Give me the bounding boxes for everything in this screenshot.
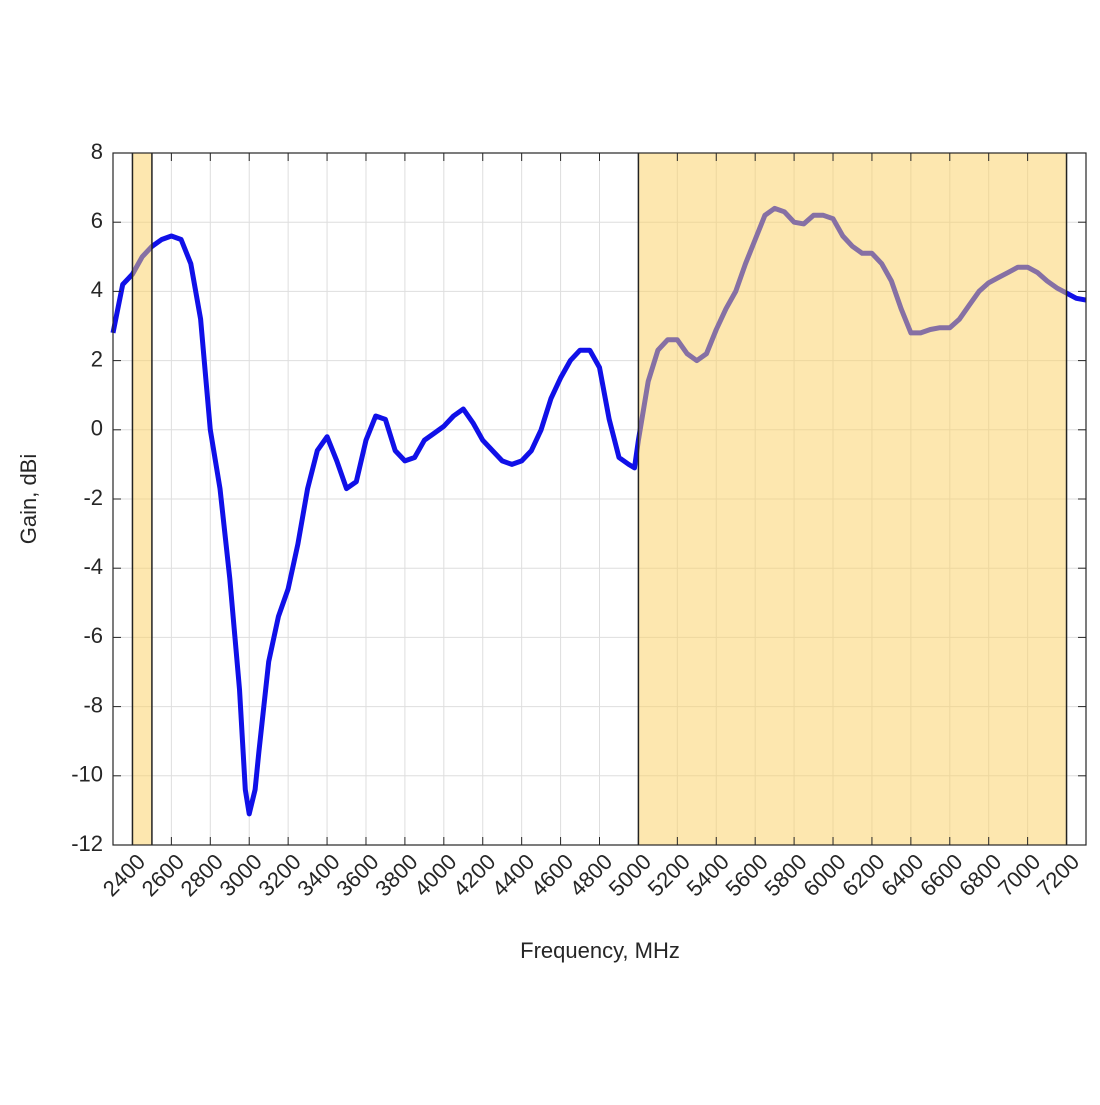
band <box>132 153 152 845</box>
x-tick-label: 5000 <box>604 849 656 901</box>
y-tick-label: -8 <box>83 692 103 717</box>
x-tick-label: 5400 <box>682 849 734 901</box>
x-tick-label: 4600 <box>526 849 578 901</box>
x-tick-label: 6600 <box>915 849 967 901</box>
y-tick-label: -4 <box>83 554 103 579</box>
x-tick-label: 3400 <box>292 849 344 901</box>
y-tick-label: 4 <box>91 277 103 302</box>
x-tick-label: 3800 <box>370 849 422 901</box>
x-tick-label: 4400 <box>487 849 539 901</box>
x-tick-label: 7200 <box>1032 849 1084 901</box>
x-tick-label: 7000 <box>993 849 1045 901</box>
x-tick-label: 6000 <box>798 849 850 901</box>
x-tick-label: 5800 <box>759 849 811 901</box>
x-tick-label: 3200 <box>253 849 305 901</box>
x-tick-label: 4000 <box>409 849 461 901</box>
x-tick-label: 4200 <box>448 849 500 901</box>
y-tick-label: 2 <box>91 346 103 371</box>
y-axis-label: Gain, dBi <box>16 454 41 545</box>
y-tick-label: -10 <box>71 762 103 787</box>
x-tick-label: 3600 <box>331 849 383 901</box>
x-tick-label: 4800 <box>565 849 617 901</box>
y-tick-label: -12 <box>71 831 103 856</box>
x-tick-label: 6200 <box>837 849 889 901</box>
band <box>638 153 1067 845</box>
x-tick-label: 5200 <box>643 849 695 901</box>
y-tick-label: -2 <box>83 485 103 510</box>
y-tick-label: 0 <box>91 416 103 441</box>
y-tick-label: -6 <box>83 623 103 648</box>
x-tick-label: 5600 <box>721 849 773 901</box>
y-tick-label: 8 <box>91 139 103 164</box>
x-axis-label: Frequency, MHz <box>520 938 680 963</box>
x-tick-label: 6400 <box>876 849 928 901</box>
x-tick-label: 6800 <box>954 849 1006 901</box>
y-tick-label: 6 <box>91 208 103 233</box>
x-tick-label: 2400 <box>98 849 150 901</box>
x-tick-label: 2600 <box>137 849 189 901</box>
x-tick-label: 3000 <box>215 849 267 901</box>
x-tick-label: 2800 <box>176 849 228 901</box>
